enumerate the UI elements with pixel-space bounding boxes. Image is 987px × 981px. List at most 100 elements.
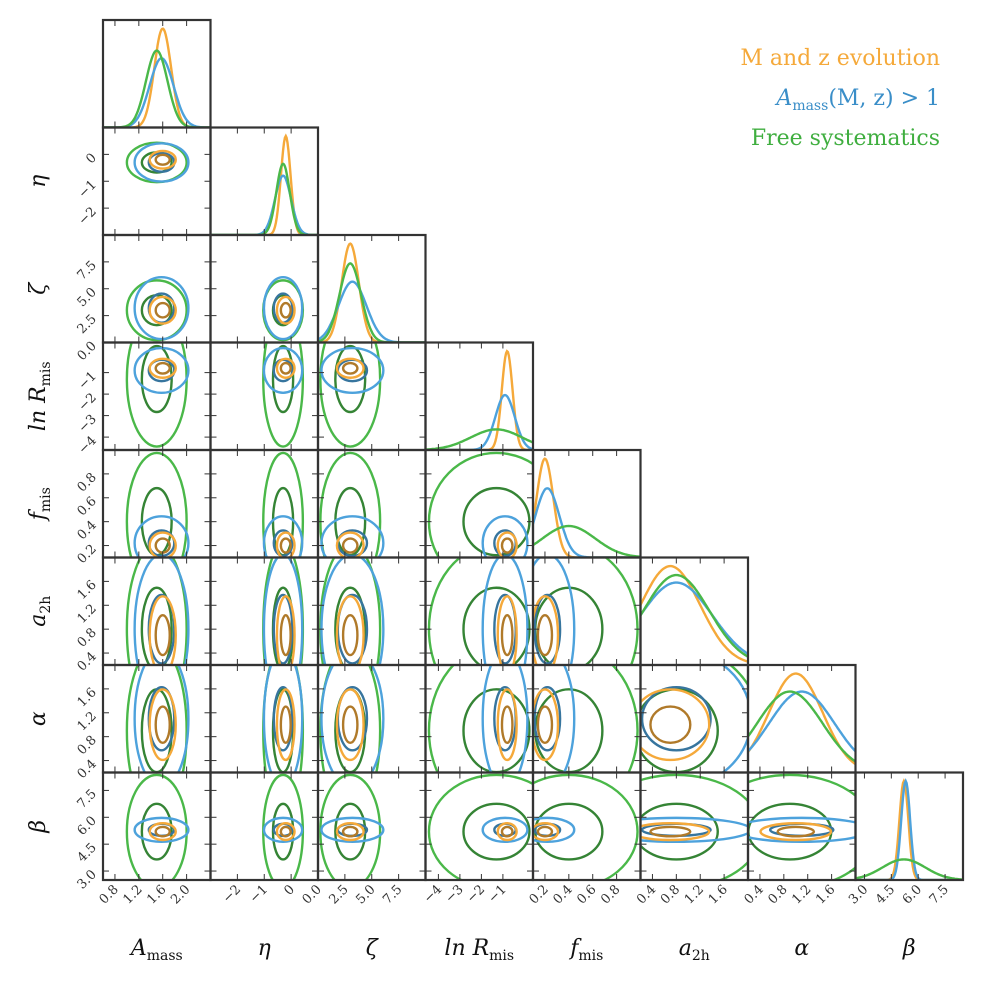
contour-outer-fmis-A_mass-series-0: [148, 531, 177, 558]
contour-outer-a2h-lnRmis-series-0: [496, 595, 518, 665]
contour-outer-zeta-A_mass-series-1: [133, 275, 190, 341]
contour-inner-fmis-lnRmis-series-0: [500, 537, 514, 554]
xlabel-eta: η: [258, 936, 271, 961]
panel-alpha-vs-eta: [209, 663, 320, 774]
xtick-label-A_mass-2: 1.6: [144, 882, 169, 907]
contour-outer-zeta-A_mass-series-0: [148, 295, 177, 325]
contour-outer-a2h-A_mass-series-0: [148, 595, 177, 665]
ytick-label-fmis-0: 0.2: [75, 542, 100, 567]
panel-frame: [316, 663, 427, 774]
panel-eta-vs-eta: [209, 126, 320, 237]
xtick-label-beta-3: 7.5: [927, 882, 952, 907]
marginal-fmis-series-1: [533, 487, 641, 558]
contour-inner-lnRmis-eta-series-0: [279, 361, 292, 375]
panel-frame: [316, 448, 427, 559]
contour-inner-alpha-fmis-series-1: [533, 685, 562, 752]
panel-lnRmis-vs-zeta: [316, 341, 427, 452]
ytick-label-zeta-0: 0.0: [75, 339, 100, 364]
marginal-zeta-series-0: [318, 242, 426, 343]
contour-outer-beta-a2h-series-1: [640, 816, 748, 843]
contour-outer-fmis-zeta-series-0: [335, 531, 365, 558]
marginal-a2h-series-0: [640, 564, 748, 663]
ytick-label-beta-1: 4.5: [75, 840, 100, 865]
contour-outer-zeta-eta-series-0: [275, 295, 296, 325]
contour-inner-beta-lnRmis-series-2: [462, 802, 531, 861]
contour-outer-alpha-zeta-series-2: [319, 665, 382, 773]
marginal-fmis-series-0: [533, 457, 641, 558]
panel-beta-vs-alpha: 0.40.81.21.6: [742, 771, 857, 907]
xtick-label-beta-0: 3.0: [846, 882, 871, 907]
contour-inner-lnRmis-A_mass-series-2: [140, 344, 173, 414]
contour-inner-zeta-A_mass-series-0: [154, 301, 171, 319]
xtick-label-beta-1: 4.5: [873, 882, 898, 907]
contour-inner-alpha-zeta-series-0: [341, 705, 359, 745]
contour-inner-a2h-eta-series-0: [279, 614, 292, 657]
contour-inner-beta-alpha-series-0: [776, 825, 816, 838]
xtick-label-alpha-1: 0.8: [765, 882, 790, 907]
xtick-label-A_mass-0: 0.8: [97, 882, 122, 907]
contour-outer-fmis-A_mass-series-1: [133, 515, 190, 558]
contour-outer-beta-fmis-series-0: [533, 822, 560, 842]
contour-outer-beta-fmis-series-2: [533, 773, 639, 880]
contour-inner-eta-A_mass-series-0: [154, 153, 171, 166]
contour-inner-a2h-zeta-series-0: [341, 614, 359, 657]
panel-zeta-vs-A_mass: 0.02.55.07.5: [75, 233, 212, 364]
marginal-alpha-series-1: [748, 690, 856, 753]
xtick-label-A_mass-1: 1.2: [120, 882, 145, 907]
marginal-eta-series-2: [210, 162, 318, 235]
xtick-label-a2h-2: 1.2: [682, 882, 707, 907]
contour-outer-fmis-eta-series-2: [262, 451, 305, 558]
xlabel-alpha: α: [794, 936, 809, 961]
xlabel-beta: β: [902, 936, 916, 961]
marginal-lnRmis-series-2: [425, 428, 533, 450]
legend-entry-1-suffix: (M, z) > 1: [828, 86, 940, 111]
panel-frame: [854, 771, 965, 882]
panel-alpha-vs-fmis: [531, 663, 642, 774]
marginal-eta-series-0: [210, 133, 318, 235]
ytick-label-zeta-2: 5.0: [75, 285, 100, 310]
contour-outer-alpha-lnRmis-series-2: [427, 665, 456, 773]
contour-inner-beta-zeta-series-0: [341, 825, 359, 838]
panel-beta-vs-fmis: 0.20.40.60.8: [527, 771, 642, 907]
marginal-alpha-series-0: [748, 672, 856, 766]
legend: M and z evolution Amass(M, z) > 1 Free s…: [740, 46, 940, 151]
contour-outer-zeta-A_mass-series-2: [125, 279, 188, 342]
contour-outer-eta-A_mass-series-1: [133, 142, 190, 183]
contour-outer-fmis-A_mass-series-2: [125, 451, 188, 558]
panel-fmis-vs-eta: [209, 448, 320, 559]
legend-entry-1-subscript: mass: [792, 98, 828, 114]
panel-lnRmis-vs-A_mass: −4−3−2−1: [76, 341, 212, 457]
contour-outer-fmis-zeta-series-1: [320, 515, 385, 558]
contour-outer-lnRmis-eta-series-0: [275, 357, 296, 379]
panel-beta-vs-A_mass: 0.81.21.62.0 3.04.56.07.5: [75, 771, 212, 907]
xtick-label-eta-0: −2: [220, 882, 244, 906]
contour-inner-alpha-eta-series-1: [272, 685, 294, 752]
contour-outer-lnRmis-eta-series-2: [262, 342, 305, 448]
panel-fmis-vs-lnRmis: [424, 448, 535, 559]
xtick-label-alpha-2: 1.2: [789, 882, 814, 907]
contour-outer-beta-alpha-series-0: [759, 822, 833, 842]
ytick-label-lnRmis-3: −1: [76, 369, 100, 393]
panel-beta-vs-zeta: 0.0 2.5 5.0 7.5: [300, 771, 427, 907]
contour-outer-beta-A_mass-series-1: [133, 816, 190, 843]
xlabel-A_mass: Amass: [129, 936, 183, 964]
legend-entry-1: Amass(M, z) > 1: [774, 86, 940, 114]
contour-outer-alpha-A_mass-series-1: [133, 665, 190, 773]
contour-outer-a2h-zeta-series-0: [335, 595, 365, 665]
contour-outer-alpha-fmis-series-2: [610, 665, 639, 773]
contour-outer-beta-zeta-series-1: [320, 816, 385, 843]
contour-outer-lnRmis-zeta-series-1: [320, 346, 385, 395]
contour-inner-alpha-eta-series-0: [279, 705, 292, 745]
xtick-label-beta-2: 6.0: [900, 882, 925, 907]
xtick-label-fmis-1: 0.4: [550, 882, 575, 907]
contour-outer-alpha-lnRmis-series-1: [481, 665, 529, 773]
xtick-label-eta-1: −1: [247, 882, 271, 906]
ytick-label-fmis-1: 0.4: [75, 518, 100, 543]
contour-outer-alpha-zeta-series-1: [320, 665, 385, 773]
xtick-label-alpha-3: 1.6: [813, 882, 838, 907]
contour-inner-beta-fmis-series-0: [536, 825, 554, 838]
panel-frame: [639, 663, 750, 774]
contour-outer-a2h-lnRmis-series-1: [481, 557, 529, 665]
ytick-label-a2h-0: 0.4: [75, 649, 100, 674]
